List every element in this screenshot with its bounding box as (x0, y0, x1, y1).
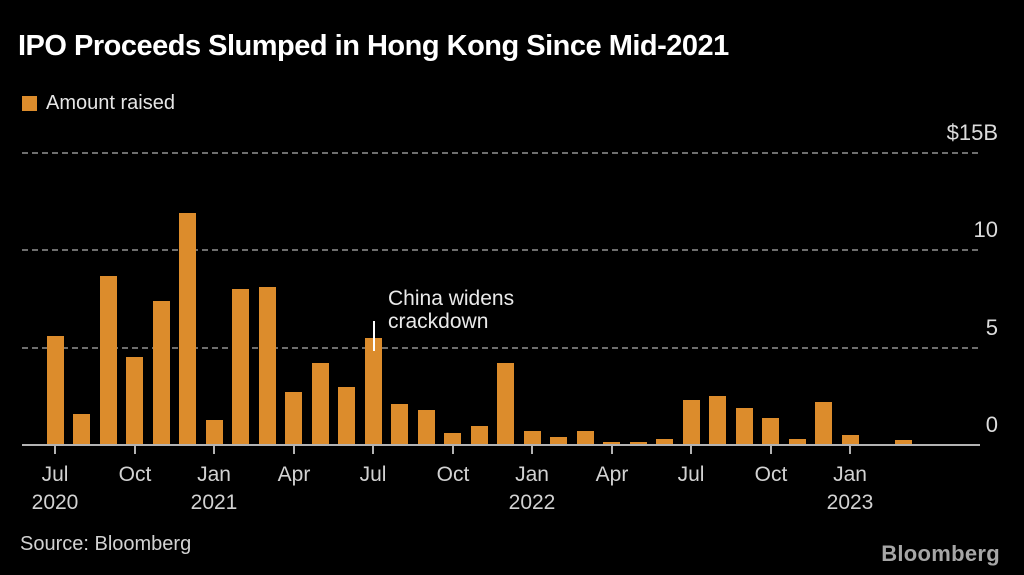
x-label-month: Jan (833, 463, 867, 486)
x-label-year-2020: 2020 (31, 491, 79, 514)
bar-jul-2021 (365, 338, 382, 445)
x-label-month: Oct (436, 463, 470, 486)
bar-dec-2021 (497, 363, 514, 445)
bar-jun-2021 (338, 387, 355, 445)
bar-feb-2022 (550, 437, 567, 445)
x-tick-oct (452, 446, 454, 454)
bar-dec-2020 (179, 213, 196, 445)
bar-aug-2020 (73, 414, 90, 445)
bar-sep-2020 (100, 276, 117, 445)
bar-may-2021 (312, 363, 329, 445)
bar-jan-2022 (524, 431, 541, 445)
bloomberg-logo: Bloomberg (881, 541, 1000, 566)
x-tick-jan2021 (213, 446, 215, 454)
x-tick-jul (690, 446, 692, 454)
gridline-10 (22, 249, 978, 251)
gridline-5 (22, 347, 978, 349)
x-tick-apr (611, 446, 613, 454)
bar-nov-2020 (153, 301, 170, 445)
annotation-line-1: China widens (388, 287, 515, 310)
chart-title: IPO Proceeds Slumped in Hong Kong Since … (18, 30, 729, 62)
bar-aug-2021 (391, 404, 408, 445)
x-axis-baseline (22, 444, 980, 446)
x-label-month: Oct (754, 463, 788, 486)
y-axis-label-0: 0 (985, 412, 998, 437)
x-tick-jan2022 (531, 446, 533, 454)
annotation-line-2: crackdown (388, 310, 489, 333)
bar-jan-2023 (842, 435, 859, 445)
bar-feb-2021 (232, 289, 249, 445)
bar-jul-2022 (683, 400, 700, 445)
x-label-month: Jan (515, 463, 549, 486)
x-label-month: Oct (118, 463, 152, 486)
bar-aug-2022 (709, 396, 726, 445)
x-label-month: Jul (359, 463, 387, 486)
annotation-marker-line (373, 321, 375, 351)
bar-sep-2021 (418, 410, 435, 445)
bar-oct-2022 (762, 418, 779, 445)
y-axis-label-5: 5 (985, 315, 998, 340)
x-label-month: Apr (595, 463, 629, 486)
y-axis-label-15: $15B (946, 120, 998, 145)
x-label-month: Jul (677, 463, 705, 486)
annotation-china-crackdown: China widens crackdown (388, 287, 514, 333)
x-label-year-2023: 2023 (826, 491, 874, 514)
x-tick-jul (372, 446, 374, 454)
bar-apr-2022 (603, 442, 620, 445)
bar-jun-2022 (656, 439, 673, 445)
x-tick-oct (134, 446, 136, 454)
bar-sep-2022 (736, 408, 753, 445)
bar-nov-2021 (471, 426, 488, 445)
bar-oct-2020 (126, 357, 143, 445)
x-label-month: Jul (41, 463, 69, 486)
bar-mar-2023 (895, 440, 912, 445)
bar-oct-2021 (444, 433, 461, 445)
x-label-month: Jan (197, 463, 231, 486)
x-label-month: Apr (277, 463, 311, 486)
legend-swatch-icon (22, 96, 37, 111)
bar-jul-2020 (47, 336, 64, 445)
bar-apr-2021 (285, 392, 302, 445)
legend-label: Amount raised (46, 92, 175, 114)
x-label-year-2021: 2021 (190, 491, 238, 514)
bar-mar-2021 (259, 287, 276, 445)
bar-jan-2021 (206, 420, 223, 445)
bar-mar-2022 (577, 431, 594, 445)
bar-may-2022 (630, 442, 647, 445)
x-tick-apr (293, 446, 295, 454)
x-tick-jan2023 (849, 446, 851, 454)
legend: Amount raised (22, 92, 175, 115)
bar-dec-2022 (815, 402, 832, 445)
x-tick-jul2020 (54, 446, 56, 454)
bar-nov-2022 (789, 439, 806, 445)
source-label: Source: Bloomberg (20, 533, 192, 555)
x-label-year-2022: 2022 (508, 491, 556, 514)
y-axis-label-10: 10 (973, 217, 998, 242)
gridline-15 (22, 152, 978, 154)
x-tick-oct (770, 446, 772, 454)
